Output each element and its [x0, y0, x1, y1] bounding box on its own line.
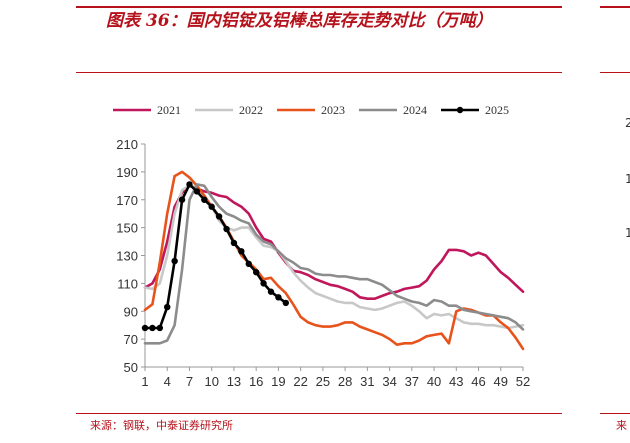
x-tick-label: 31 — [360, 374, 374, 389]
y-tick-label: 130 — [116, 249, 138, 264]
series-point-2025 — [267, 288, 275, 295]
adjacent-figure-bottom-rule — [600, 413, 630, 414]
x-tick-label: 10 — [204, 374, 218, 389]
series-point-2025 — [223, 225, 230, 233]
adjacent-source-fragment: 来 — [616, 419, 627, 432]
figure-title: 图表 36：国内铝锭及铝棒总库存走势对比（万吨） — [106, 11, 493, 31]
series-point-2025 — [149, 324, 156, 332]
series-point-2025 — [193, 188, 201, 195]
chart-plot-area — [141, 170, 525, 351]
x-tick-label: 1 — [141, 374, 148, 389]
x-tick-label: 13 — [227, 374, 241, 389]
x-tick-label: 4 — [164, 374, 171, 389]
legend-marker-2025 — [456, 106, 464, 114]
y-tick-label: 190 — [116, 165, 138, 180]
footer-rule — [76, 413, 562, 414]
x-tick-label: 37 — [405, 374, 419, 389]
series-point-2025 — [260, 280, 267, 287]
series-point-2025 — [156, 324, 164, 332]
source-note: 来源：钢联，中泰证券研究所 — [90, 419, 233, 432]
series-line-2021 — [143, 184, 525, 300]
series-point-2025 — [186, 181, 193, 188]
x-tick-label: 25 — [316, 374, 330, 389]
adjacent-figure-top-rule — [600, 6, 630, 8]
series-point-2025 — [141, 324, 149, 332]
series-line-2022 — [143, 184, 525, 330]
adjacent-tick-fragment: 2 — [625, 116, 630, 130]
x-tick-label: 22 — [293, 374, 307, 389]
series-point-2025 — [275, 294, 282, 301]
series-line-2024 — [143, 183, 525, 345]
series-point-2025 — [215, 213, 223, 220]
series-point-2025 — [208, 203, 215, 210]
series-point-2025 — [171, 257, 178, 265]
x-tick-label: 16 — [249, 374, 263, 389]
legend-label-2023: 2023 — [321, 103, 345, 117]
series-point-2025 — [201, 196, 208, 203]
y-tick-label: 110 — [117, 276, 138, 291]
y-tick-label: 170 — [116, 193, 138, 208]
x-tick-label: 46 — [471, 374, 485, 389]
x-tick-label: 7 — [186, 374, 193, 389]
series-point-2025 — [164, 303, 171, 311]
header-top-rule — [76, 6, 562, 8]
series-point-2025 — [178, 196, 186, 203]
series-line-2023 — [143, 170, 525, 351]
adjacent-tick-fragment: 1 — [625, 172, 630, 186]
x-tick-label: 40 — [427, 374, 441, 389]
legend-label-2022: 2022 — [239, 103, 263, 117]
series-point-2025 — [282, 299, 290, 307]
series-point-2025 — [245, 260, 252, 268]
y-tick-label: 70 — [124, 332, 138, 347]
x-tick-label: 43 — [449, 374, 463, 389]
adjacent-tick-fragment: 1 — [625, 226, 630, 240]
series-point-2025 — [252, 269, 260, 276]
legend-label-2021: 2021 — [157, 103, 181, 117]
chart-axes: 50 70 90 110 130 150 170 190 210 1 4 7 10 13 16 19 22 25 2… — [116, 137, 530, 389]
y-tick-label: 210 — [116, 137, 138, 152]
x-tick-label: 28 — [338, 374, 352, 389]
header-bottom-rule — [76, 72, 562, 73]
y-tick-label: 90 — [124, 304, 138, 319]
x-tick-label: 19 — [271, 374, 285, 389]
x-tick-label: 34 — [382, 374, 396, 389]
chart-legend: 2021 2022 2023 2024 2025 — [113, 103, 509, 117]
series-point-2025 — [230, 239, 238, 247]
y-tick-label: 50 — [124, 360, 138, 375]
adjacent-figure-header-rule — [600, 72, 630, 73]
series-point-2025 — [238, 248, 245, 255]
y-tick-label: 150 — [116, 221, 138, 236]
legend-label-2024: 2024 — [403, 103, 427, 117]
x-tick-label: 49 — [494, 374, 508, 389]
legend-label-2025: 2025 — [485, 103, 509, 117]
x-tick-label: 52 — [516, 374, 530, 389]
